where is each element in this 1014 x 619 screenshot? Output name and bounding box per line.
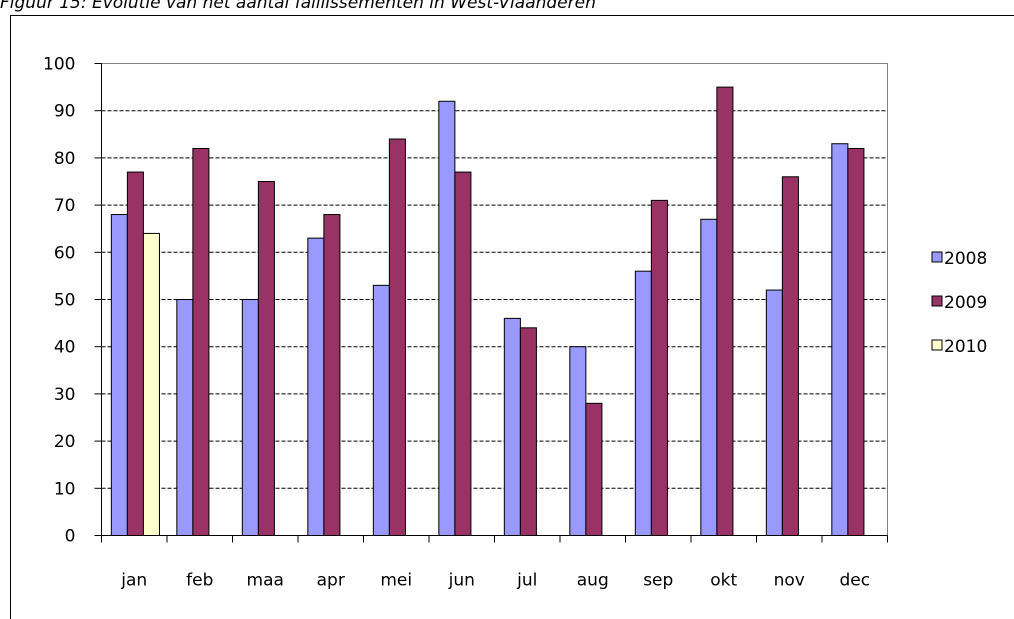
y-tick-label: 70: [54, 196, 76, 216]
bar: [650, 199, 668, 536]
bar: [192, 147, 210, 537]
bar: [716, 86, 734, 536]
bar: [126, 171, 144, 536]
legend-label: 2010: [944, 337, 987, 357]
legend-swatch: [931, 339, 943, 351]
y-tick-label: 100: [43, 55, 75, 75]
legend-label: 2008: [944, 249, 987, 269]
x-tick-label: apr: [317, 571, 345, 591]
x-tick-label: jan: [120, 571, 147, 591]
bar: [110, 214, 128, 536]
x-tick-label: mei: [380, 571, 412, 591]
y-tick-label: 80: [54, 149, 76, 169]
bar: [634, 270, 652, 536]
x-tick-label: maa: [247, 571, 284, 591]
legend-swatch: [931, 251, 943, 263]
bar: [257, 181, 275, 536]
bar: [847, 147, 865, 537]
x-tick-label: nov: [774, 571, 805, 591]
x-tick-label: aug: [577, 571, 609, 591]
bar: [176, 299, 194, 536]
y-tick-label: 50: [54, 291, 76, 311]
bar: [781, 176, 799, 536]
x-tick-label: sep: [643, 571, 673, 591]
y-tick-label: 60: [54, 243, 76, 263]
bar: [241, 299, 259, 536]
bar: [503, 317, 521, 536]
y-tick-label: 0: [65, 527, 76, 547]
y-tick-label: 30: [54, 385, 76, 405]
x-tick-label: jun: [448, 571, 475, 591]
legend-swatch: [931, 295, 943, 307]
y-tick-label: 40: [54, 338, 76, 358]
bar: [388, 138, 406, 537]
x-tick-label: jul: [516, 571, 537, 591]
bar: [765, 289, 783, 536]
bar: [831, 143, 849, 537]
bar: [585, 402, 603, 536]
bar: [307, 237, 325, 536]
y-tick-label: 20: [54, 432, 76, 452]
bar: [438, 100, 456, 536]
bar: [372, 284, 390, 536]
y-tick-label: 10: [54, 479, 76, 499]
chart-title: Figuur 15: Evolutie van het aantal faill…: [0, 0, 596, 13]
legend-label: 2009: [944, 293, 987, 313]
bar: [700, 218, 718, 536]
x-tick-label: dec: [839, 571, 870, 591]
bar: [142, 232, 160, 536]
bar: [454, 171, 472, 536]
x-tick-label: feb: [186, 571, 213, 591]
x-tick-label: okt: [710, 571, 737, 591]
bar: [323, 214, 341, 536]
bar: [569, 346, 587, 537]
y-tick-label: 90: [54, 102, 76, 122]
bar: [519, 327, 537, 536]
